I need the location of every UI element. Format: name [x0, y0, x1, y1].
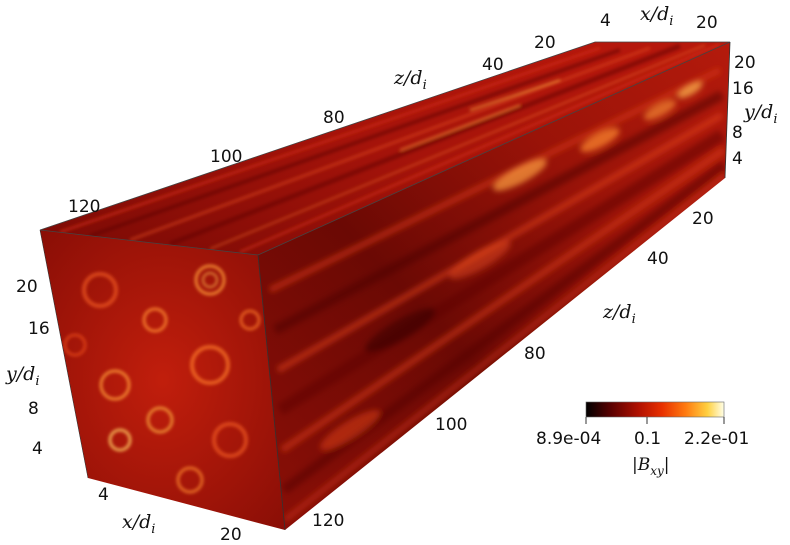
colorbar-max-label: 2.2e-01: [684, 429, 749, 449]
left-z-tick: 120: [68, 197, 100, 217]
left-z-axis: 120 100 80 40 20 z/di: [68, 33, 556, 217]
front-y-tick: 8: [28, 399, 39, 419]
front-y-tick: 20: [16, 277, 38, 297]
front-x-tick: 20: [220, 525, 242, 545]
front-y-tick: 4: [32, 439, 43, 459]
box-front-edge: [257, 254, 286, 531]
right-z-tick: 120: [312, 511, 344, 531]
right-z-tick: 20: [692, 209, 714, 229]
back-x-tick: 4: [600, 11, 611, 31]
colorbar-min-label: 8.9e-04: [536, 429, 601, 449]
box-back-edge: [724, 41, 731, 179]
back-y-tick: 4: [732, 149, 743, 169]
back-y-tick: 8: [732, 123, 743, 143]
left-z-tick: 20: [534, 33, 556, 53]
box-front-face: [40, 230, 285, 530]
back-x-tick: 20: [696, 13, 718, 33]
side-face-texture: [268, 67, 727, 523]
left-z-tick: 40: [482, 55, 504, 75]
back-y-tick: 16: [732, 79, 754, 99]
right-z-axis: 20 40 80 100 120 z/di: [312, 209, 714, 531]
right-z-axis-label: z/di: [602, 301, 636, 327]
left-z-tick: 80: [323, 108, 345, 128]
box-left-edge: [39, 229, 89, 479]
back-y-tick: 20: [734, 53, 756, 73]
colorbar-mid-label: 0.1: [634, 429, 661, 449]
colorbar-title: |Bxy|: [632, 455, 670, 478]
left-z-axis-label: z/di: [393, 67, 427, 93]
right-z-tick: 80: [524, 344, 546, 364]
front-y-tick: 16: [28, 319, 50, 339]
colorbar: 8.9e-04 0.1 2.2e-01 |Bxy|: [536, 401, 749, 478]
volume-box: [39, 41, 731, 531]
front-face-texture: [63, 264, 261, 494]
top-face-texture: [59, 42, 721, 254]
front-x-tick: 4: [98, 485, 109, 505]
colorbar-gradient: [585, 401, 725, 418]
left-z-tick: 100: [210, 147, 242, 167]
back-x-axis: 4 20 x/di: [600, 3, 718, 33]
back-y-axis-label: y/di: [743, 101, 777, 127]
back-y-axis: 20 16 8 4 y/di: [732, 53, 777, 169]
back-x-axis-label: x/di: [640, 3, 673, 29]
front-x-axis-label: x/di: [122, 511, 155, 537]
front-y-axis: 20 16 8 4 y/di: [5, 277, 50, 459]
front-y-axis-label: y/di: [5, 363, 39, 389]
right-z-tick: 100: [435, 415, 467, 435]
box-side-face: [258, 42, 730, 530]
front-x-axis: 4 20 x/di: [98, 485, 242, 545]
right-z-tick: 40: [647, 249, 669, 269]
